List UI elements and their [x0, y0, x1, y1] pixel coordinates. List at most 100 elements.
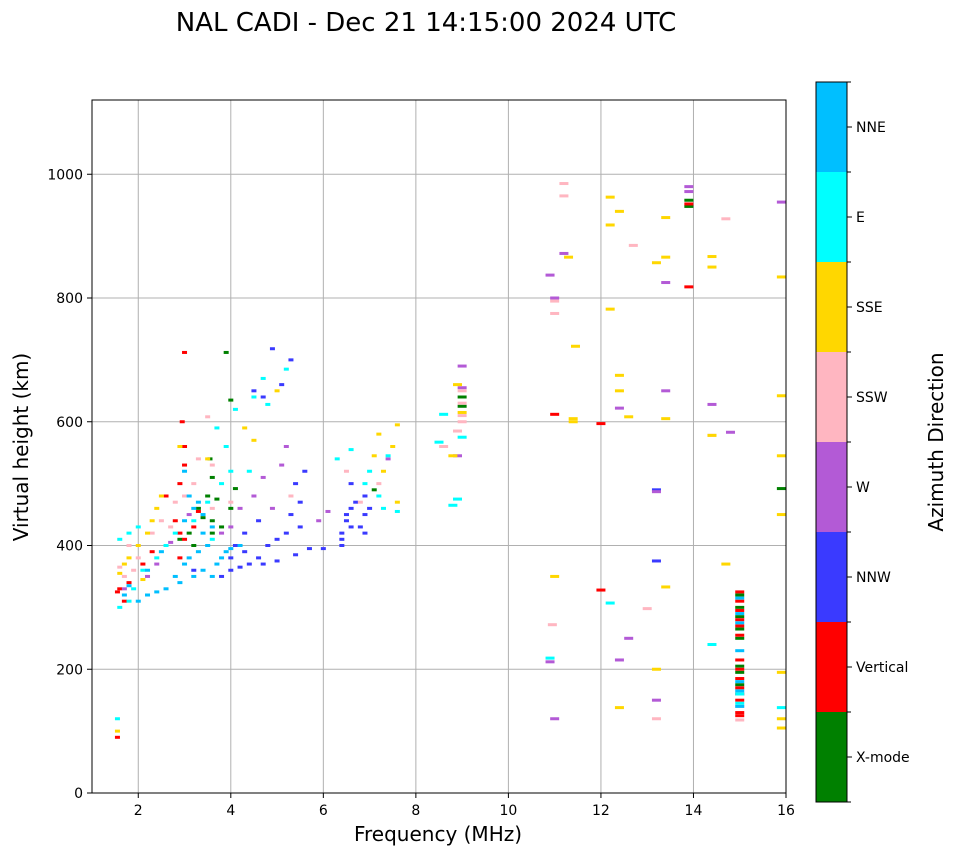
data-point-w — [168, 540, 174, 544]
colorbar-segment — [816, 352, 847, 442]
data-point-sse — [154, 506, 160, 510]
data-point-nne — [209, 574, 215, 578]
data-point-e — [545, 656, 555, 660]
data-point-e — [223, 445, 229, 448]
data-point-nnw — [297, 500, 303, 504]
data-point-w — [186, 513, 192, 517]
data-point-nnw — [651, 488, 661, 492]
data-point-ssw — [121, 574, 127, 578]
data-point-nne — [200, 513, 206, 517]
data-point-ssw — [172, 500, 178, 504]
data-point-w — [614, 658, 624, 662]
data-point-nne — [191, 574, 197, 578]
data-point-w — [228, 525, 234, 529]
data-point-e — [172, 531, 178, 535]
data-point-sse — [776, 513, 786, 517]
data-point-sse — [651, 261, 661, 265]
data-point-nne — [205, 544, 211, 547]
y-tick-label: 400 — [56, 539, 83, 555]
chart-title: NAL CADI - Dec 21 14:15:00 2024 UTC — [176, 8, 676, 38]
data-point-w — [545, 273, 555, 277]
data-point-ssw — [547, 623, 557, 627]
colorbar-frame — [815, 81, 848, 803]
data-point-e — [191, 519, 197, 523]
data-point-nnw — [256, 519, 262, 523]
data-point-sse — [242, 426, 248, 430]
data-point-e — [135, 525, 141, 529]
data-point-sse — [776, 670, 786, 674]
data-point-w — [661, 281, 671, 285]
data-point-nnw — [242, 550, 248, 554]
colorbar-tick-label: NNW — [856, 570, 891, 586]
data-point-sse — [448, 454, 458, 458]
data-point-ssw — [126, 544, 132, 547]
colorbar-tick-label: SSW — [856, 390, 888, 406]
data-point-sse — [390, 445, 396, 448]
data-point-nnw — [232, 544, 238, 547]
data-point-sse — [550, 574, 560, 578]
data-point-sse — [274, 389, 280, 393]
data-point-w — [684, 185, 694, 189]
data-point-vertical — [596, 588, 606, 592]
data-point-nne — [735, 680, 745, 684]
data-point-sse — [205, 457, 211, 461]
data-point-w — [550, 717, 560, 721]
data-point-sse — [564, 255, 574, 259]
data-point-nnw — [343, 519, 349, 523]
data-point-sse — [651, 667, 661, 671]
data-point-nne — [163, 587, 169, 591]
colorbar-segment — [816, 442, 847, 532]
data-point-nnw — [269, 347, 275, 351]
data-point-w — [121, 587, 127, 591]
data-point-ssw — [457, 401, 467, 405]
data-point-sse — [135, 544, 141, 547]
data-point-ssw — [191, 482, 197, 486]
data-point-vertical — [684, 202, 694, 206]
data-point-nnw — [219, 574, 225, 578]
data-point-ssw — [182, 494, 188, 498]
data-point-ssw — [439, 445, 449, 448]
data-point-sse — [570, 344, 580, 348]
data-point-e — [453, 497, 463, 501]
data-point-sse — [707, 255, 717, 259]
data-point-vertical — [172, 519, 178, 523]
data-point-e — [385, 454, 391, 458]
data-point-sse — [371, 454, 377, 458]
data-point-x-mode — [735, 683, 745, 687]
data-point-sse — [721, 562, 731, 566]
data-point-e — [117, 537, 123, 541]
data-point-e — [394, 509, 400, 513]
colorbar-segment — [816, 82, 847, 172]
data-point-e — [126, 531, 132, 535]
data-point-x-mode — [457, 395, 467, 399]
data-point-nne — [177, 581, 183, 585]
data-point-sse — [661, 585, 671, 589]
data-point-sse — [614, 389, 624, 393]
data-point-nnw — [246, 562, 252, 566]
data-point-ssw — [550, 311, 560, 315]
data-point-nnw — [306, 547, 312, 551]
data-points — [114, 182, 786, 739]
data-point-e — [380, 506, 386, 510]
data-point-nne — [186, 494, 192, 498]
data-point-e — [735, 701, 745, 705]
data-point-vertical — [149, 550, 155, 554]
data-point-w — [651, 490, 661, 494]
data-point-x-mode — [228, 506, 234, 510]
data-point-nnw — [320, 547, 326, 551]
data-point-nne — [172, 574, 178, 578]
data-point-nne — [186, 556, 192, 560]
data-point-nnw — [339, 531, 345, 535]
data-point-vertical — [735, 599, 745, 603]
data-point-nnw — [256, 556, 262, 560]
data-point-sse — [614, 706, 624, 710]
data-point-ssw — [195, 457, 201, 461]
data-point-sse — [568, 420, 578, 424]
data-point-ssw — [135, 556, 141, 560]
data-point-w — [283, 445, 289, 448]
data-point-vertical — [735, 686, 745, 690]
x-tick-label: 16 — [777, 803, 795, 819]
data-point-nnw — [339, 537, 345, 541]
data-point-sse — [117, 571, 123, 575]
data-point-nne — [214, 562, 220, 566]
